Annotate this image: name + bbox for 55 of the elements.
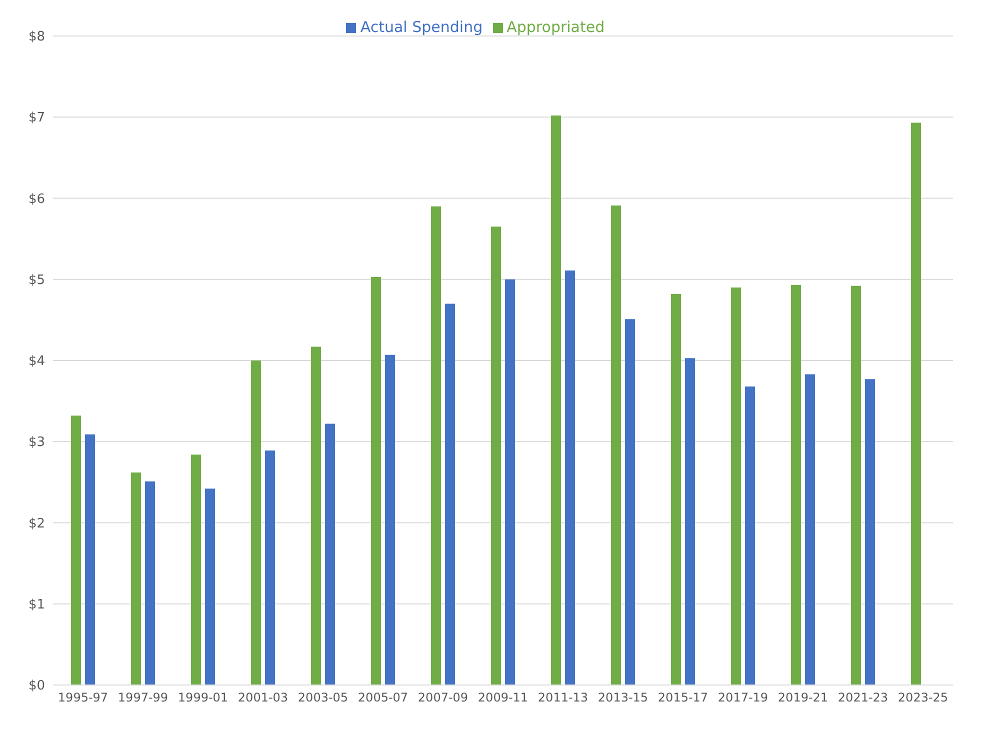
bar <box>731 287 741 685</box>
x-tick-label: 2009-11 <box>478 690 528 705</box>
bar <box>745 386 755 685</box>
x-tick-label: 2013-15 <box>598 690 648 705</box>
bar <box>311 346 321 685</box>
bar <box>851 286 861 685</box>
bar <box>565 270 575 685</box>
bar <box>491 226 501 685</box>
bar <box>805 374 815 685</box>
bar <box>71 416 81 685</box>
y-tick-label: $4 <box>28 354 45 370</box>
bar <box>85 434 95 685</box>
bar <box>325 424 335 685</box>
x-tick-label: 2011-13 <box>538 690 588 705</box>
legend-label: Actual Spending <box>360 18 483 36</box>
x-tick-label: 2017-19 <box>718 690 768 705</box>
bar <box>385 354 395 685</box>
bar <box>265 450 275 685</box>
legend-label: Appropriated <box>506 18 605 36</box>
x-tick-label: 2007-09 <box>418 690 468 705</box>
bar <box>865 379 875 685</box>
x-tick-label: 1997-99 <box>118 690 168 705</box>
x-tick-label: 1999-01 <box>178 690 228 705</box>
y-tick-label: $7 <box>28 110 45 126</box>
x-tick-label: 2003-05 <box>298 690 348 705</box>
x-tick-label: 2015-17 <box>658 690 708 705</box>
y-tick-label: $3 <box>28 435 45 450</box>
bar <box>671 294 681 685</box>
bar <box>145 481 155 685</box>
x-tick-label: 2005-07 <box>358 690 408 705</box>
bar <box>551 116 561 685</box>
bar <box>791 285 801 685</box>
x-tick-label: 2023-25 <box>898 690 948 705</box>
x-tick-label: 2019-21 <box>778 690 828 705</box>
y-tick-label: $1 <box>28 597 45 612</box>
bar <box>205 488 215 685</box>
y-tick-label: $6 <box>28 192 45 207</box>
x-tick-label: 1995-97 <box>58 690 108 705</box>
bar <box>191 454 201 685</box>
bar <box>505 279 515 685</box>
y-tick-label: $5 <box>28 272 45 288</box>
bar <box>445 304 455 685</box>
bar <box>911 122 921 685</box>
bar <box>611 206 621 685</box>
bar <box>251 360 261 685</box>
y-tick-label: $2 <box>28 516 45 532</box>
y-tick-label: $0 <box>28 678 45 694</box>
x-tick-label: 2001-03 <box>238 690 288 705</box>
bar <box>685 358 695 685</box>
bar <box>131 472 141 685</box>
x-tick-label: 2021-23 <box>838 690 888 705</box>
y-tick-label: $8 <box>28 30 45 45</box>
bar <box>431 206 441 685</box>
bar <box>625 319 635 685</box>
bar <box>371 276 381 685</box>
